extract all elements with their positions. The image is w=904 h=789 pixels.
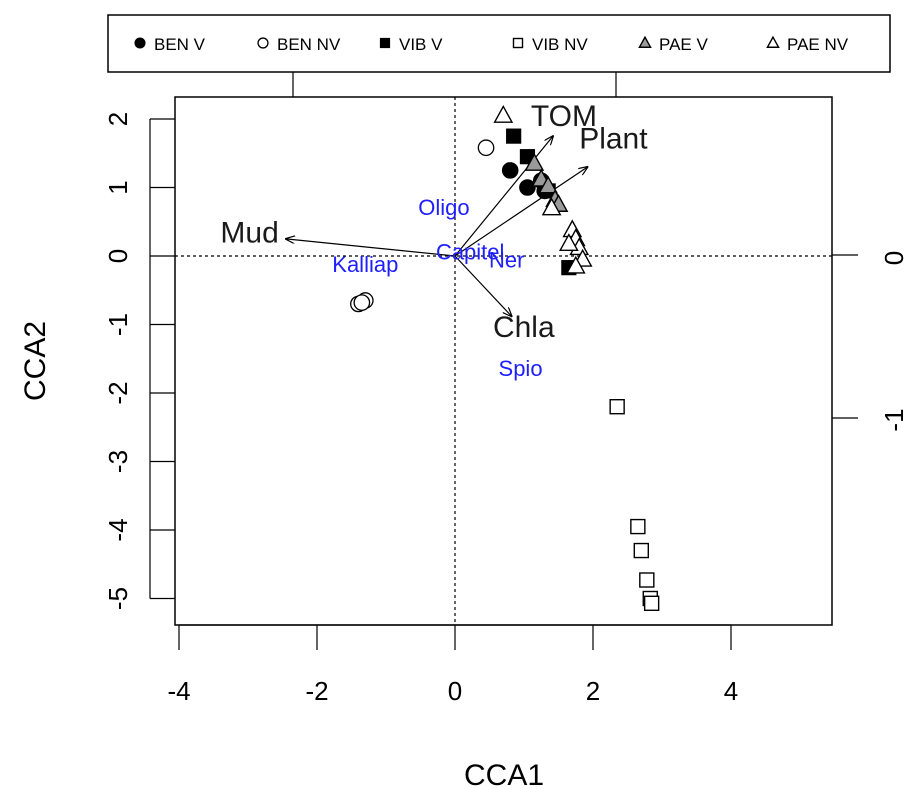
species-label: Kalliap (332, 252, 398, 277)
y-tick-label: -1 (103, 313, 133, 336)
x-tick-label: -2 (305, 676, 328, 706)
y-tick-label: 0 (103, 249, 133, 263)
x-tick-label: 4 (724, 676, 738, 706)
x-tick-label: 0 (448, 676, 462, 706)
y-tick-label: 2 (103, 112, 133, 126)
data-point (565, 255, 586, 274)
data-point (519, 179, 536, 196)
data-point (524, 152, 545, 171)
y-tick-label: -3 (103, 450, 133, 473)
y-tick-label: -2 (103, 381, 133, 404)
legend-symbol (766, 35, 780, 48)
env-vector-arrow (454, 167, 587, 257)
y-tick-label: -4 (103, 518, 133, 541)
right-tick-label: -1 (879, 408, 904, 431)
legend-symbol (379, 37, 391, 49)
y-tick-label: -5 (103, 587, 133, 610)
data-point (541, 197, 562, 216)
data-point (639, 572, 655, 588)
env-vector-arrow (286, 239, 456, 257)
data-point (477, 139, 495, 157)
legend-label: BEN NV (277, 35, 341, 54)
env-vector-arrow (454, 255, 512, 316)
legend-label: VIB NV (532, 35, 588, 54)
data-point (630, 518, 646, 535)
env-vector-label: TOM (531, 100, 597, 133)
legend-box (107, 14, 891, 73)
env-vector-label: Mud (220, 216, 278, 249)
y-axis-title: CCA2 (19, 321, 52, 401)
legend-symbol (512, 37, 524, 49)
species-label: Spio (499, 356, 543, 381)
site-points (350, 105, 660, 611)
species-label: Oligo (418, 195, 469, 220)
y-tick-label: 1 (103, 180, 133, 194)
legend-label: PAE NV (787, 35, 849, 54)
top-axis (292, 72, 617, 97)
species-label: Ner (489, 248, 524, 273)
data-point (501, 162, 519, 179)
data-point (558, 233, 579, 251)
y-axis: -5 -4 -3 -2 -1 0 1 2 (103, 112, 175, 610)
species-label: Capitel (436, 239, 504, 264)
right-tick-label: 0 (879, 251, 904, 265)
legend: BEN V BEN NV VIB V VIB NV PAE V PAE NV (107, 14, 891, 73)
data-point (353, 294, 371, 311)
legend-label: VIB V (399, 35, 443, 54)
data-point (609, 399, 625, 415)
x-tick-label: -4 (167, 676, 190, 706)
data-point (493, 105, 514, 123)
env-vector-label: Plant (579, 122, 648, 155)
legend-label: BEN V (154, 35, 206, 54)
legend-symbol (638, 35, 652, 48)
data-point (538, 175, 559, 194)
env-vector-arrow (454, 136, 553, 257)
legend-symbol (257, 37, 269, 49)
data-point (633, 542, 649, 559)
legend-label: PAE V (659, 35, 708, 54)
x-axis-title: CCA1 (464, 759, 544, 789)
right-axis: 0 -1 (832, 251, 904, 432)
legend-symbol (134, 37, 146, 49)
env-vector-label: Chla (493, 311, 555, 344)
x-axis: -4 -2 0 2 4 (167, 624, 738, 706)
x-tick-label: 2 (586, 676, 600, 706)
data-point (506, 128, 522, 144)
data-point (643, 595, 660, 611)
